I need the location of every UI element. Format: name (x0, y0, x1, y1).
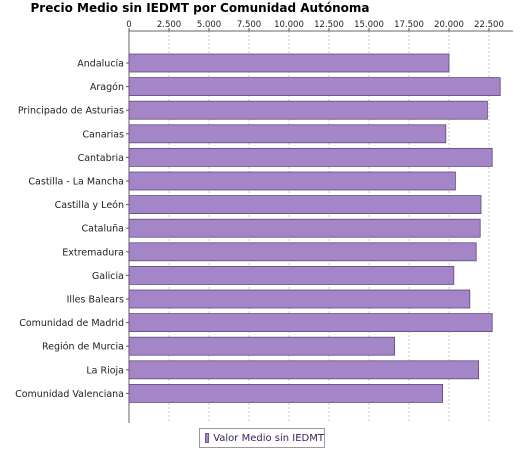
x-tick-label: 22.500 (474, 20, 504, 30)
bar (128, 77, 501, 96)
category-label: Galicia (92, 271, 124, 282)
category-label: Aragón (90, 82, 124, 93)
x-tick-label: 7.500 (237, 20, 261, 30)
x-tick-label: 12.500 (314, 20, 344, 30)
bar (128, 53, 450, 73)
x-tick-label: 5.000 (197, 20, 221, 30)
x-tick-label: 20.000 (434, 20, 464, 30)
category-label: Cataluña (81, 224, 124, 235)
category-label: Cantabria (78, 153, 124, 164)
bar (128, 147, 493, 167)
category-label: Canarias (82, 129, 124, 140)
category-label: Castilla y León (55, 200, 124, 211)
bar (128, 360, 480, 380)
x-tick-label: 10.000 (274, 20, 304, 30)
chart-title: Precio Medio sin IEDMT por Comunidad Aut… (30, 1, 370, 15)
category-label: Región de Murcia (42, 342, 124, 353)
category-label: Castilla - La Mancha (28, 177, 124, 188)
category-label: Principado de Asturias (18, 106, 124, 117)
category-label: Illes Balears (67, 295, 124, 306)
category-label: Comunidad Valenciana (15, 389, 124, 400)
bar (128, 195, 482, 215)
legend-swatch (205, 433, 210, 443)
x-tick-label: 17.500 (394, 20, 424, 30)
category-label: Andalucía (77, 59, 124, 70)
bar (128, 313, 493, 333)
x-tick-label: 0 (126, 20, 131, 30)
bar (128, 218, 481, 238)
bar (128, 336, 396, 356)
category-label: Extremadura (62, 247, 124, 258)
bar (128, 124, 447, 144)
bar (128, 171, 456, 191)
category-label: La Rioja (86, 365, 124, 376)
bar (128, 242, 477, 262)
category-label: Comunidad de Madrid (19, 318, 124, 329)
bar (128, 383, 444, 403)
bar (128, 289, 471, 309)
bar (128, 265, 455, 285)
bar (128, 100, 488, 120)
x-tick-label: 15.000 (354, 20, 384, 30)
legend: Valor Medio sin IEDMT (199, 428, 325, 448)
x-tick-label: 2.500 (157, 20, 181, 30)
legend-label: Valor Medio sin IEDMT (213, 432, 324, 444)
